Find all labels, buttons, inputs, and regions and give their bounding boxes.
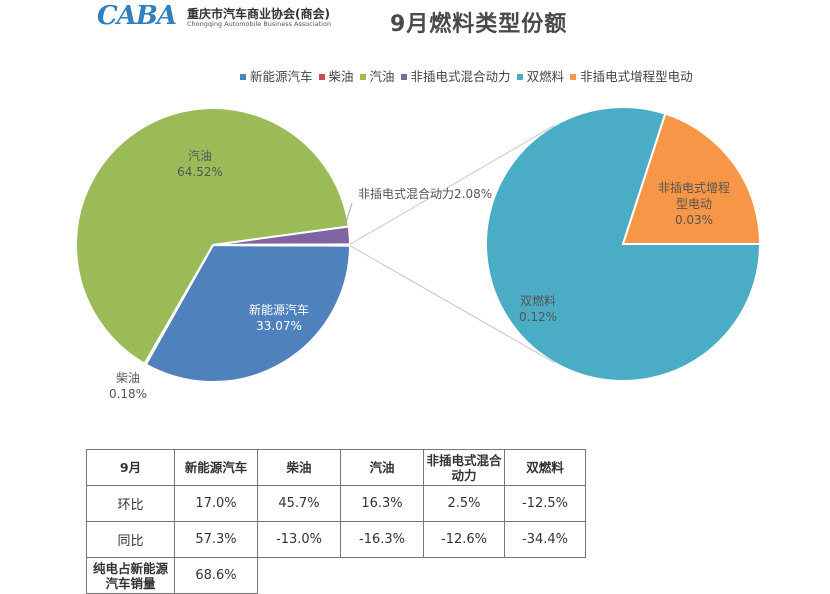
- row-label: 同比: [86, 521, 175, 558]
- data-label-hybrid: 非插电式混合动力2.08%: [358, 186, 492, 201]
- table-cell: 68.6%: [174, 557, 258, 594]
- legend-swatch: [570, 73, 577, 80]
- legend-item: 汽油: [359, 66, 395, 85]
- legend-item: 柴油: [318, 66, 354, 85]
- table-header-cell: 双燃料: [504, 449, 586, 486]
- association-name-en: Chongqing Automobile Business Associatio…: [187, 20, 332, 28]
- legend-swatch: [359, 73, 366, 80]
- table-cell: 2.5%: [423, 485, 505, 522]
- chart-legend: 新能源汽车 柴油 汽油 非插电式混合动力 双燃料 非插电式增程型电动: [240, 66, 800, 84]
- legend-swatch: [240, 73, 246, 80]
- legend-label: 柴油: [328, 69, 354, 84]
- data-label-nev: 新能源汽车 33.07%: [249, 302, 309, 333]
- empty-cell: [258, 558, 586, 594]
- table-row: 同比 57.3% -13.0% -16.3% -12.6% -34.4%: [86, 521, 586, 558]
- table-cell: 17.0%: [174, 485, 258, 522]
- legend-label: 非插电式增程型电动: [580, 69, 693, 84]
- connector-line: [349, 245, 555, 364]
- legend-swatch: [400, 73, 407, 80]
- pie-slice: [144, 243, 352, 383]
- table-cell: -12.5%: [504, 485, 586, 522]
- chart-title: 9月燃料类型份额: [390, 12, 568, 37]
- legend-item: 新能源汽车: [240, 66, 313, 85]
- table-cell: 57.3%: [174, 521, 258, 558]
- table-header-cell: 柴油: [257, 449, 341, 486]
- table-header-cell: 新能源汽车: [174, 449, 258, 486]
- pie-slice: [75, 107, 350, 366]
- legend-label: 汽油: [369, 69, 395, 84]
- data-label-gasoline: 汽油 64.52%: [177, 148, 223, 179]
- pie-slice: [212, 243, 351, 247]
- table-header-row: 9月 新能源汽车 柴油 汽油 非插电式混合动力 双燃料: [86, 449, 586, 486]
- table-cell: -34.4%: [504, 521, 586, 558]
- legend-item: 非插电式混合动力: [400, 66, 511, 85]
- legend-item: 非插电式增程型电动: [570, 66, 693, 85]
- row-label: 环比: [86, 485, 175, 522]
- growth-table: 9月 新能源汽车 柴油 汽油 非插电式混合动力 双燃料 环比 17.0% 45.…: [86, 449, 586, 594]
- legend-swatch: [516, 73, 523, 80]
- leader-line: [344, 202, 353, 227]
- table-row: 纯电占新能源汽车销量 68.6%: [86, 557, 586, 594]
- data-label-diesel: 柴油 0.18%: [109, 371, 147, 401]
- table-cell: -12.6%: [423, 521, 505, 558]
- legend-label: 新能源汽车: [250, 69, 313, 84]
- table-cell: -13.0%: [257, 521, 341, 558]
- legend-item: 双燃料: [516, 66, 565, 85]
- connector-line: [349, 124, 555, 245]
- data-label-erev: 非插电式增程型电动 0.03%: [658, 180, 730, 227]
- legend-label: 双燃料: [526, 69, 565, 84]
- data-label-dual-fuel: 双燃料 0.12%: [519, 293, 557, 324]
- caba-logo-mark: CABA: [97, 1, 177, 31]
- pie-of-pie-chart: 汽油 64.52% 新能源汽车 33.07% 柴油 0.18% 非插电式混合动力2.08% 非…: [75, 106, 762, 401]
- table-header-cell: 非插电式混合动力: [423, 449, 505, 486]
- row-label: 纯电占新能源汽车销量: [86, 557, 175, 594]
- legend-label: 非插电式混合动力: [410, 69, 511, 84]
- association-name-cn: 重庆市汽车商业协会(商会): [187, 7, 330, 21]
- table-cell: -16.3%: [340, 521, 424, 558]
- table-cell: 45.7%: [257, 485, 341, 522]
- table-row: 环比 17.0% 45.7% 16.3% 2.5% -12.5%: [86, 485, 586, 522]
- table-header-cell: 汽油: [340, 449, 424, 486]
- secondary-pie-slice: [621, 112, 762, 245]
- legend-swatch: [318, 73, 325, 80]
- table-header-cell: 9月: [86, 449, 175, 486]
- table-cell: 16.3%: [340, 485, 424, 522]
